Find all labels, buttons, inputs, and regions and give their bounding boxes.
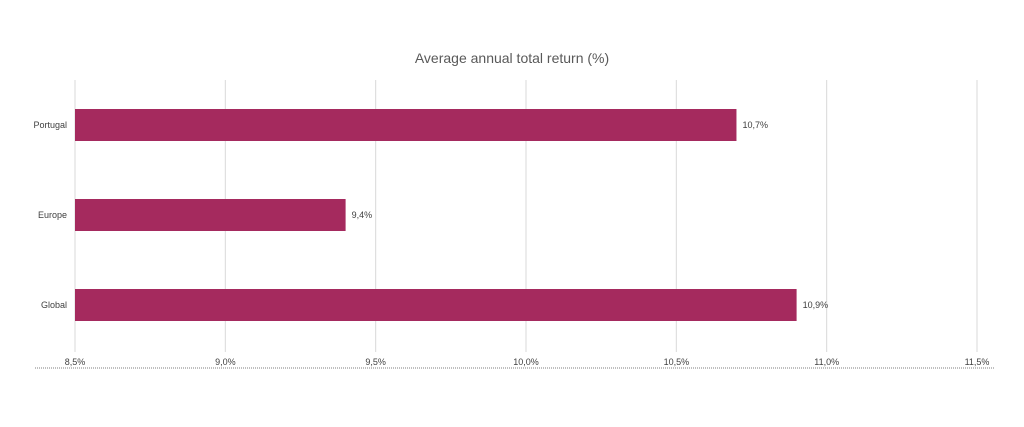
bars	[75, 109, 797, 321]
category-label-global: Global	[41, 300, 67, 310]
x-tick-label-5: 11,0%	[814, 357, 839, 367]
x-tick-label-3: 10,0%	[513, 357, 539, 367]
bar-global	[75, 289, 797, 321]
x-tick-label-2: 9,5%	[365, 357, 386, 367]
data-label-global: 10,9%	[803, 300, 829, 310]
data-labels: 10,7% 9,4% 10,9%	[352, 120, 829, 310]
x-axis: 8,5% 9,0% 9,5% 10,0% 10,5% 11,0% 11,5%	[35, 357, 995, 369]
bar-portugal	[75, 109, 737, 141]
bar-europe	[75, 199, 346, 231]
category-labels: Portugal Europe Global	[33, 120, 67, 310]
x-tick-label-4: 10,5%	[664, 357, 690, 367]
category-label-europe: Europe	[38, 210, 67, 220]
chart-title: Average annual total return (%)	[415, 50, 609, 66]
data-label-portugal: 10,7%	[742, 120, 768, 130]
category-label-portugal: Portugal	[33, 120, 67, 130]
x-tick-label-6: 11,5%	[965, 357, 990, 367]
x-tick-label-1: 9,0%	[215, 357, 236, 367]
data-label-europe: 9,4%	[352, 210, 373, 220]
x-tick-label-0: 8,5%	[65, 357, 86, 367]
